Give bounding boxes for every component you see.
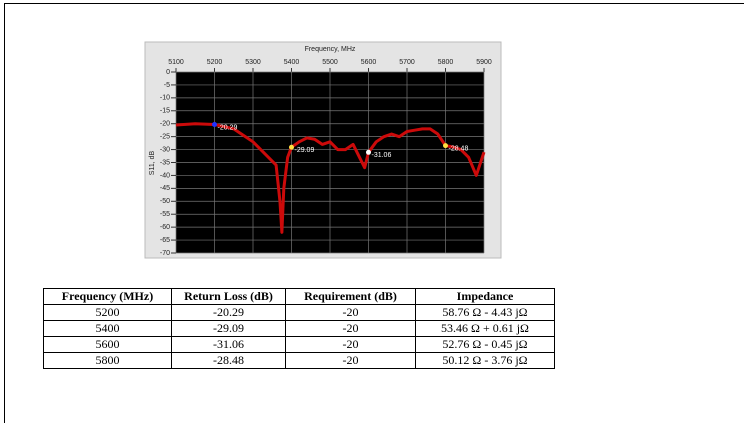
cell: -31.06 [171, 336, 286, 353]
x-tick-label: 5600 [361, 59, 377, 66]
marker [366, 149, 371, 155]
cell: -20 [285, 320, 416, 337]
y-tick-label: -25 [160, 133, 170, 140]
cell: -20.29 [171, 304, 286, 321]
cell: -20 [285, 336, 416, 353]
y-tick-label: -5 [164, 82, 170, 89]
x-tick-label: 5500 [322, 59, 338, 66]
row: 5600 -31.06 -20 52.76 Ω - 0.45 jΩ [43, 336, 555, 353]
marker-label: -29.09 [295, 147, 315, 154]
y-tick-label: -70 [160, 250, 170, 257]
row: 5400 -29.09 -20 53.46 Ω + 0.61 jΩ [43, 320, 555, 337]
cell: 5800 [43, 352, 172, 369]
row: 5200 -20.29 -20 58.76 Ω - 4.43 jΩ [43, 304, 555, 321]
cell: -20 [285, 304, 416, 321]
cell: 50.12 Ω - 3.76 jΩ [415, 352, 555, 369]
marker [212, 121, 217, 127]
header-row: Frequency (MHz) Return Loss (dB) Requireme… [43, 288, 555, 305]
results-table: Frequency (MHz) Return Loss (dB) Requireme… [43, 288, 555, 369]
y-tick-label: -65 [160, 237, 170, 244]
row: 5800 -28.48 -20 50.12 Ω - 3.76 jΩ [43, 352, 555, 369]
x-tick-label: 5900 [476, 59, 492, 66]
y-axis-label: S11, dB [149, 150, 156, 175]
header-cell: Return Loss (dB) [171, 288, 286, 305]
cell: 58.76 Ω - 4.43 jΩ [415, 304, 555, 321]
header-cell: Requirement (dB) [285, 288, 416, 305]
x-tick-label: 5800 [438, 59, 454, 66]
x-tick-label: 5200 [207, 59, 223, 66]
cell: 5600 [43, 336, 172, 353]
y-tick-label: 0 [166, 69, 170, 76]
header-cell: Impedance [415, 288, 555, 305]
y-tick-label: -40 [160, 172, 170, 179]
cell: -28.48 [171, 352, 286, 369]
cell: -29.09 [171, 320, 286, 337]
cell: 53.46 Ω + 0.61 jΩ [415, 320, 555, 337]
marker [289, 144, 294, 150]
cell: 52.76 Ω - 0.45 jΩ [415, 336, 555, 353]
y-tick-label: -35 [160, 159, 170, 166]
x-tick-label: 5300 [245, 59, 261, 66]
marker-label: -28.48 [449, 145, 469, 152]
y-tick-label: -30 [160, 146, 170, 153]
header-cell: Frequency (MHz) [43, 288, 172, 305]
cell: -20 [285, 352, 416, 369]
cell: 5400 [43, 320, 172, 337]
x-tick-label: 5100 [168, 59, 184, 66]
x-tick-label: 5700 [399, 59, 415, 66]
cell: 5200 [43, 304, 172, 321]
marker-label: -31.06 [372, 152, 392, 159]
y-tick-label: -55 [160, 211, 170, 218]
page-border [4, 3, 744, 423]
chart-title: Frequency, MHz [305, 46, 356, 53]
y-tick-label: -15 [160, 108, 170, 115]
y-tick-label: -60 [160, 224, 170, 231]
marker [443, 143, 448, 149]
y-tick-label: -50 [160, 198, 170, 205]
y-tick-label: -10 [160, 95, 170, 102]
y-tick-label: -20 [160, 121, 170, 128]
y-tick-label: -45 [160, 185, 170, 192]
line-series [175, 122, 486, 234]
marker-label: -20.29 [218, 124, 238, 131]
x-tick-label: 5400 [284, 59, 300, 66]
